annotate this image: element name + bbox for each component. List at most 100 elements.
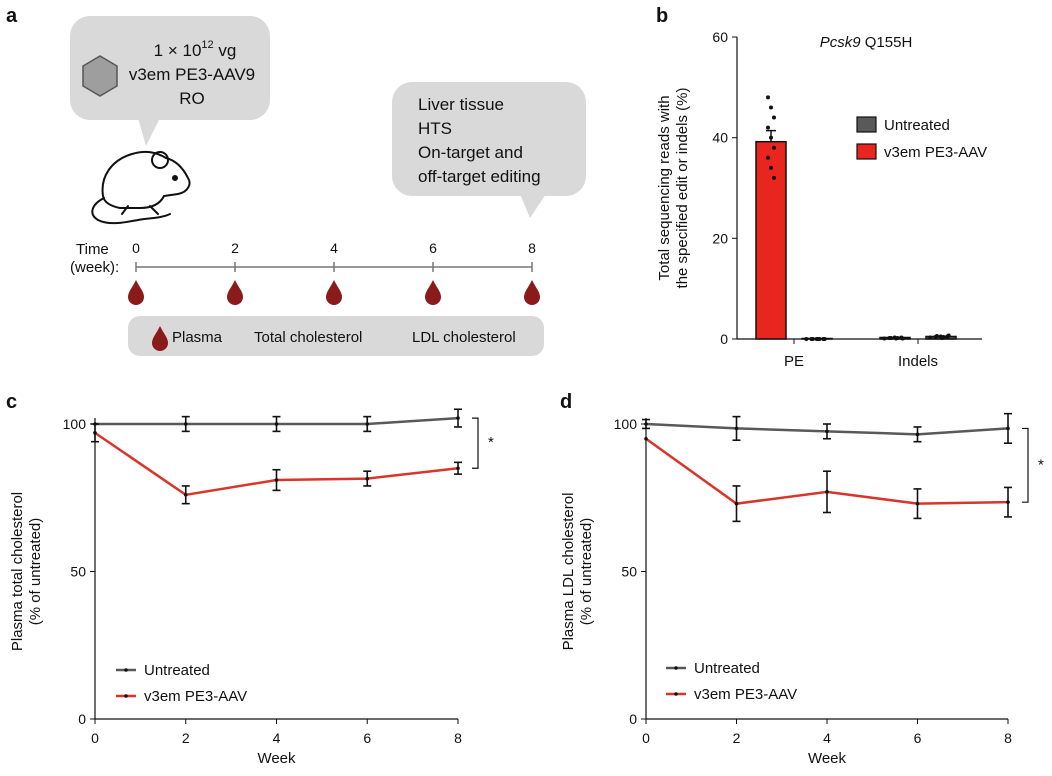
readout-line-1: Liver tissue	[418, 95, 504, 114]
aav-hexagon-icon	[82, 55, 118, 97]
x-tick-label: 6	[914, 730, 922, 746]
data-point	[365, 476, 370, 481]
x-tick-label: 2	[733, 730, 741, 746]
data-point	[456, 416, 460, 420]
readout-line-3: On-target and	[418, 143, 523, 162]
panel-c-label: c	[6, 391, 17, 413]
significance-bracket	[1022, 427, 1029, 503]
legend-marker	[124, 668, 128, 672]
panel-d-label: d	[560, 391, 572, 413]
blood-drop-icon	[227, 280, 243, 305]
legend-box	[128, 316, 544, 356]
chart-d: 0 50 100 0 2 4 6 8 Week Plasma LDL cholesterol (% …	[560, 412, 1044, 767]
data-point	[734, 426, 739, 431]
data-point	[941, 334, 946, 339]
chart-c: 0 50 100 0 2 4 6 8 Week Plasma total cholesterol(…	[9, 408, 494, 767]
route-text: RO	[179, 89, 205, 108]
timeline-tick-label: 0	[132, 240, 140, 256]
data-point	[1006, 426, 1010, 431]
x-tick-label: 4	[273, 730, 281, 746]
significance-bracket	[472, 417, 479, 469]
x-tick-label: 8	[454, 730, 462, 746]
timeline-label-2: (week):	[70, 259, 119, 276]
legend-label: Untreated	[144, 662, 210, 679]
data-point	[825, 490, 829, 494]
y-tick-label: 100	[614, 416, 638, 432]
x-tick-label: PE	[784, 353, 804, 370]
data-point	[766, 95, 770, 100]
data-point	[934, 333, 939, 338]
data-point	[895, 335, 900, 340]
chart-b: 0 20 40 60 PE Indels Pcsk9 Q155H Total sequenci…	[656, 29, 987, 370]
significance-star: *	[1038, 456, 1044, 473]
readout-bubble	[392, 82, 586, 218]
timeline-tick-label: 4	[330, 240, 338, 256]
data-point	[825, 429, 829, 434]
legend-label: v3em PE3-AAV	[694, 686, 797, 703]
y-tick-label: 50	[70, 564, 86, 580]
legend-plasma: Plasma	[172, 329, 223, 346]
blood-drop-icon	[425, 280, 441, 305]
y-axis-label: Plasma LDL cholesterol	[560, 493, 577, 651]
legend-marker	[124, 694, 128, 698]
data-point	[766, 125, 770, 130]
data-point	[772, 175, 776, 180]
timeline-tick-label: 2	[231, 240, 239, 256]
data-point	[734, 501, 739, 506]
legend-ldl-cholesterol: LDL cholesterol	[412, 329, 516, 346]
x-tick-label: 6	[363, 730, 371, 746]
y-axis-label: (% of untreated)	[578, 518, 595, 626]
data-point	[928, 335, 933, 340]
blood-drop-icon	[326, 280, 342, 305]
y-tick-label: 0	[629, 711, 637, 727]
panel-b-label: b	[656, 5, 668, 27]
data-point	[1006, 500, 1010, 504]
y-tick-label: 20	[712, 230, 728, 246]
data-point	[822, 337, 827, 341]
y-tick-label: 40	[712, 130, 728, 146]
blood-drop-icon	[152, 326, 168, 351]
x-tick-label: 8	[1004, 730, 1012, 746]
y-axis-label: (% of untreated)	[27, 518, 44, 626]
legend-swatch	[856, 116, 877, 133]
blood-drop-icon	[128, 280, 144, 305]
y-axis-label: Plasma total cholesterol	[9, 492, 26, 651]
data-point	[183, 493, 188, 497]
data-point	[766, 155, 770, 160]
data-point	[644, 422, 648, 426]
data-point	[644, 436, 648, 441]
y-tick-label: 0	[720, 331, 728, 347]
legend-label: v3em PE3-AAV	[884, 144, 987, 161]
readout-line-2: HTS	[418, 119, 452, 138]
legend-label: v3em PE3-AAV	[144, 688, 247, 705]
timeline-tick-label: 8	[528, 240, 536, 256]
y-axis-label: Total sequencing reads with	[656, 95, 673, 280]
data-point	[817, 337, 822, 341]
y-tick-label: 0	[78, 711, 86, 727]
data-point	[915, 432, 920, 437]
data-point	[183, 422, 188, 426]
timeline-tick-label: 6	[429, 240, 437, 256]
data-point	[882, 336, 887, 341]
x-tick-label: Indels	[898, 353, 938, 370]
data-point	[804, 337, 809, 341]
data-point	[915, 501, 920, 506]
data-point	[93, 431, 97, 435]
data-point	[900, 336, 905, 341]
legend-label: Untreated	[694, 660, 760, 677]
timeline-label-1: Time	[76, 241, 109, 258]
data-point	[456, 466, 460, 471]
data-point	[769, 165, 773, 170]
x-axis-label: Week	[808, 750, 847, 767]
data-point	[769, 135, 773, 140]
construct-text: v3em PE3-AAV9	[129, 65, 255, 84]
legend-swatch	[856, 143, 877, 160]
legend-marker	[674, 666, 678, 670]
legend-label: Untreated	[884, 117, 950, 134]
chart-title: Pcsk9 Q155H	[820, 34, 913, 51]
significance-star: *	[488, 434, 494, 451]
data-point	[274, 422, 279, 426]
blood-drop-icon	[524, 280, 540, 305]
data-point	[365, 422, 370, 426]
